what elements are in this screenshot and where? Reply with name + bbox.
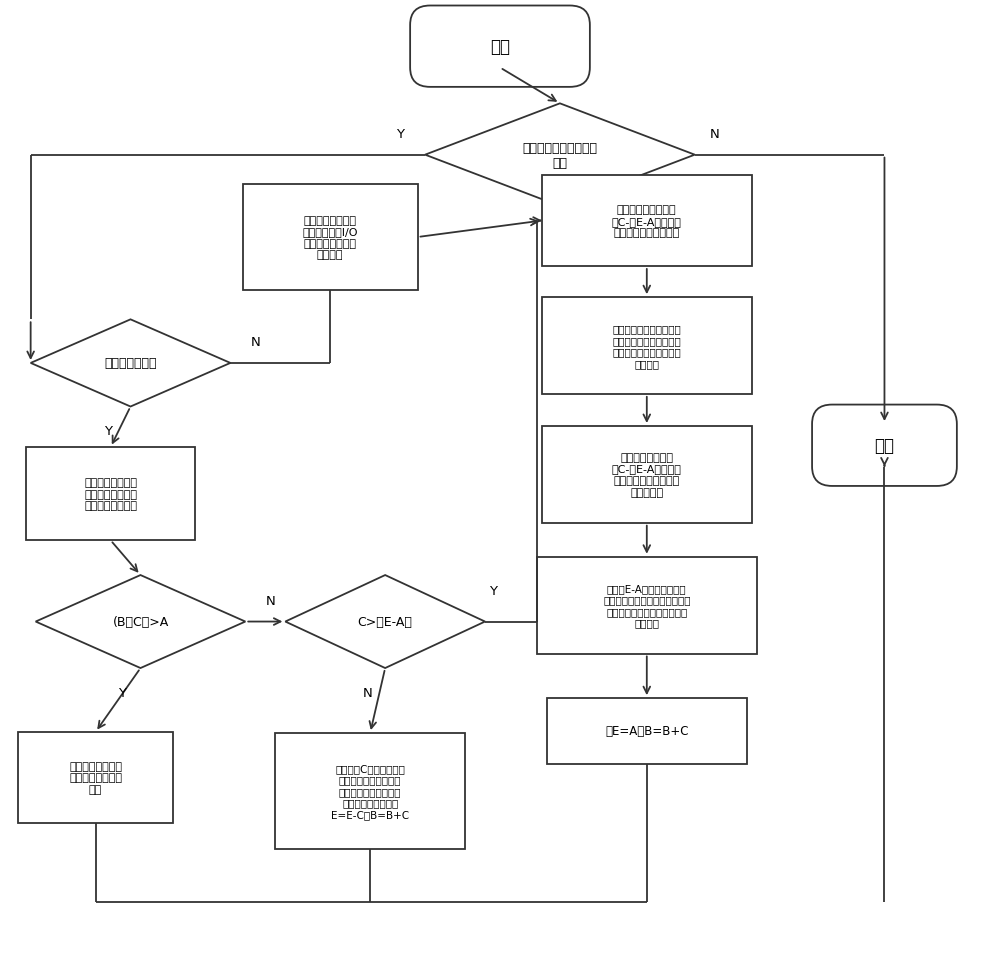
Text: 置E=A，B=B+C: 置E=A，B=B+C (605, 725, 689, 737)
Text: 加入第三队列队首
节点，设置其I/O
优先级值与第二个
节点相同: 加入第三队列队首 节点，设置其I/O 优先级值与第二个 节点相同 (302, 215, 358, 260)
Bar (547, 699, 747, 765)
Bar (243, 184, 418, 291)
Text: Y: Y (119, 686, 127, 699)
FancyBboxPatch shape (410, 7, 590, 88)
Text: 顺序分配C个未使用的虚
拟功能给第一队列当前
节点的虚拟机，修改虚
拟功能队列相应节点
E=E-C，B=B+C: 顺序分配C个未使用的虚 拟功能给第一队列当前 节点的虚拟机，修改虚 拟功能队列相… (331, 763, 409, 820)
Text: 分配（E-A）个未使用的虚
拟功能给第一队列新增节点对应
的虚拟机，修改虚拟功能队列
相应节点: 分配（E-A）个未使用的虚 拟功能给第一队列新增节点对应 的虚拟机，修改虚拟功能… (603, 583, 691, 628)
Bar (537, 557, 757, 654)
Text: 虚拟机加入第一队
列队末节点，计算
所需虚拟功能数目: 虚拟机加入第一队 列队末节点，计算 所需虚拟功能数目 (84, 478, 137, 511)
FancyBboxPatch shape (812, 405, 957, 486)
Bar (26, 448, 195, 541)
Bar (542, 175, 752, 266)
Text: 关闭虚拟机，从第
一队列、配置文件
删除: 关闭虚拟机，从第 一队列、配置文件 删除 (69, 761, 122, 795)
Polygon shape (425, 105, 695, 206)
Bar (18, 733, 173, 823)
Text: 剥离第二队列队列末
（C-（E-A））节点
对应虚拟机的虚拟功能: 剥离第二队列队列末 （C-（E-A））节点 对应虚拟机的虚拟功能 (612, 204, 682, 238)
Text: (B＋C）>A: (B＋C）>A (112, 615, 169, 628)
Text: Y: Y (396, 128, 404, 141)
Text: N: N (710, 128, 720, 141)
Polygon shape (285, 576, 485, 669)
Text: 虚拟机存在于虚拟机监
控器: 虚拟机存在于虚拟机监 控器 (522, 141, 597, 170)
Text: N: N (250, 336, 260, 349)
Text: 开始: 开始 (490, 38, 510, 56)
Text: 存在配置文件中: 存在配置文件中 (104, 357, 157, 370)
Text: N: N (362, 686, 372, 699)
Text: Y: Y (489, 584, 497, 598)
Text: Y: Y (105, 424, 113, 438)
Polygon shape (31, 320, 230, 407)
Text: 结束: 结束 (874, 437, 894, 454)
Bar (542, 297, 752, 394)
Text: 将第二队列队末的
（C-（E-A））个节
点从第二队列移除，加
入第三队列: 将第二队列队末的 （C-（E-A））个节 点从第二队列移除，加 入第三队列 (612, 453, 682, 497)
Text: C>（E-A）: C>（E-A） (358, 615, 413, 628)
Text: 剥离的虚拟功能分配给第
一队列新增节点对应的虚
拟机，修改虚拟功能队列
相应节点: 剥离的虚拟功能分配给第 一队列新增节点对应的虚 拟机，修改虚拟功能队列 相应节点 (612, 324, 681, 368)
Bar (275, 734, 465, 849)
Polygon shape (36, 576, 245, 669)
Bar (542, 426, 752, 523)
Text: N: N (265, 594, 275, 608)
